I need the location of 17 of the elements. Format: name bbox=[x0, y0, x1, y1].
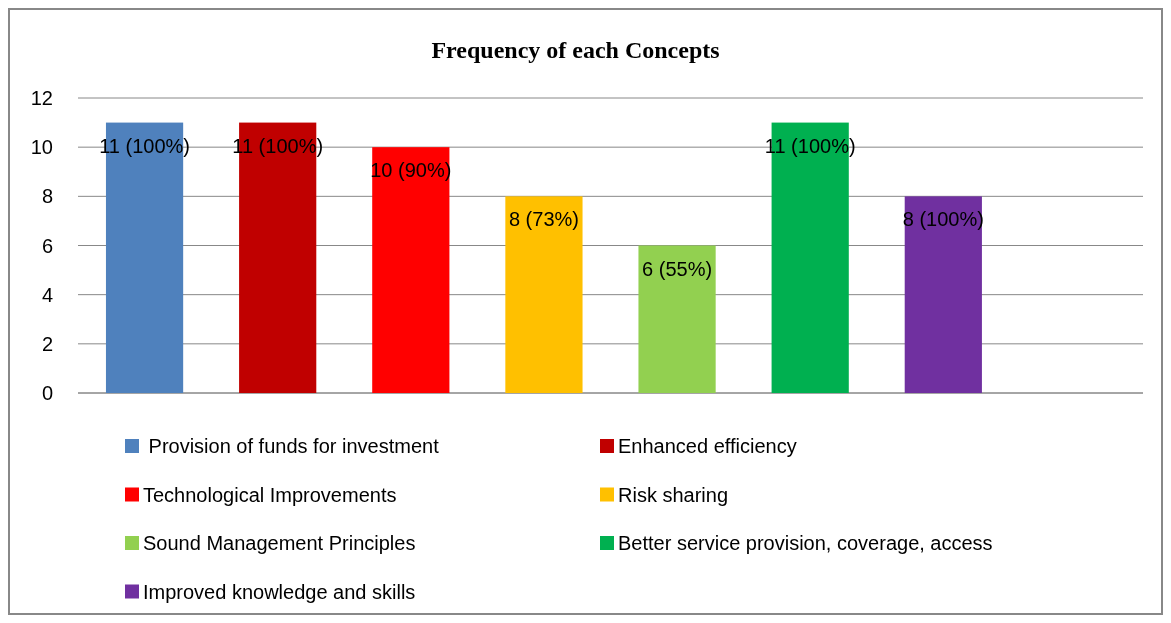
legend-label: Better service provision, coverage, access bbox=[618, 532, 993, 554]
y-tick-label: 2 bbox=[41, 332, 53, 355]
legend-label: Improved knowledge and skills bbox=[143, 580, 416, 603]
y-tick-label: 4 bbox=[41, 283, 53, 306]
legend-label: Provision of funds for investment bbox=[143, 435, 440, 457]
legend-label: Risk sharing bbox=[618, 483, 729, 506]
chart-title: Frequency of each Concepts bbox=[431, 37, 720, 63]
y-tick-label: 10 bbox=[30, 136, 53, 159]
y-tick-label: 0 bbox=[41, 382, 53, 404]
y-tick-label: 12 bbox=[30, 87, 53, 109]
data-label: 6 (55%) bbox=[642, 257, 713, 280]
y-tick-label: 6 bbox=[41, 234, 53, 257]
legend-label: Technological Improvements bbox=[143, 483, 397, 506]
data-label: 8 (73%) bbox=[508, 208, 579, 231]
y-tick-label: 8 bbox=[41, 185, 53, 208]
legend-label: Sound Management Principles bbox=[143, 532, 416, 554]
legend-label: Enhanced efficiency bbox=[618, 435, 797, 457]
